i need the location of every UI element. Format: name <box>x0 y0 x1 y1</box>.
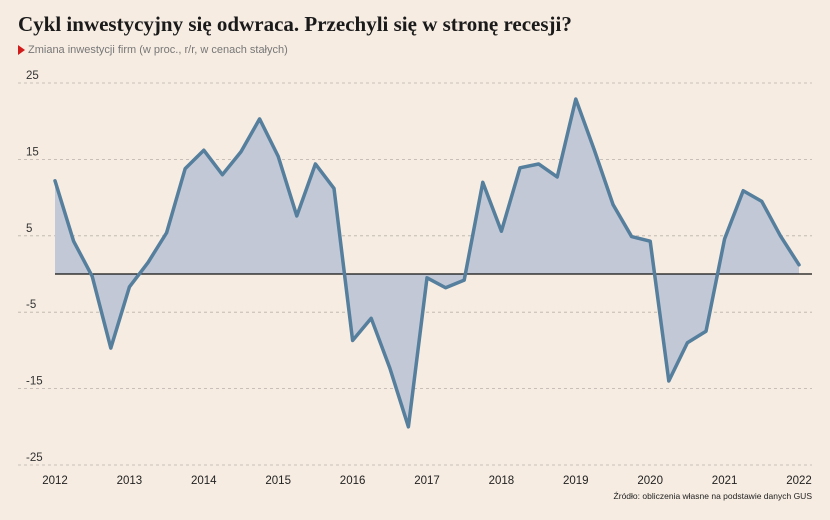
y-tick-label: -15 <box>26 376 43 388</box>
y-tick-label: -25 <box>26 452 43 464</box>
data-point <box>574 97 577 101</box>
y-tick-label: 25 <box>26 70 39 82</box>
data-point <box>797 263 801 267</box>
data-point <box>667 379 670 383</box>
data-point <box>146 261 150 264</box>
data-point <box>239 150 243 153</box>
data-point <box>630 235 633 238</box>
y-tick-label: 15 <box>26 146 39 158</box>
y-tick-label: 5 <box>26 223 32 235</box>
x-tick-label: 2013 <box>117 475 143 487</box>
data-point <box>295 214 298 218</box>
chart-subtitle: Zmiana inwestycji firm (w proc., r/r, w … <box>18 44 288 56</box>
data-point <box>128 285 131 289</box>
data-point <box>370 317 373 320</box>
data-point <box>611 203 615 206</box>
x-tick-label: 2014 <box>191 475 217 487</box>
data-point <box>91 275 94 278</box>
x-tick-label: 2012 <box>42 475 68 487</box>
data-point <box>165 231 168 234</box>
data-point <box>463 278 466 282</box>
data-point <box>760 200 763 203</box>
data-point <box>184 167 187 170</box>
data-point <box>425 276 429 280</box>
data-point <box>742 189 745 192</box>
x-tick-label: 2018 <box>489 475 515 487</box>
area-fill <box>55 99 799 427</box>
data-point <box>258 117 261 121</box>
data-point <box>444 286 447 289</box>
data-point <box>686 341 689 344</box>
y-tick-label: -5 <box>26 299 36 311</box>
data-point <box>277 155 280 158</box>
data-point <box>481 181 484 184</box>
red-triangle-icon <box>18 45 25 55</box>
data-point <box>500 230 503 233</box>
x-axis-labels: 2012 2013 2014 2015 2016 2017 2018 2019 2020 2021… <box>42 475 812 487</box>
data-point <box>593 149 596 152</box>
data-point <box>388 366 391 370</box>
data-point <box>72 239 75 243</box>
data-point <box>314 162 317 166</box>
x-tick-label: 2021 <box>712 475 738 487</box>
data-point <box>518 166 522 170</box>
data-point <box>221 173 224 176</box>
data-point <box>779 234 782 237</box>
x-tick-label: 2022 <box>786 475 812 487</box>
subtitle-text: Zmiana inwestycji firm (w proc., r/r, w … <box>28 44 288 56</box>
x-tick-label: 2020 <box>637 475 663 487</box>
data-point <box>407 425 410 428</box>
area-fill-shape <box>55 99 799 427</box>
data-points <box>53 97 801 428</box>
data-point <box>704 330 708 333</box>
data-point <box>649 239 652 243</box>
x-tick-label: 2016 <box>340 475 366 487</box>
data-point <box>332 187 336 190</box>
source-note: Źródło: obliczenia własne na podstawie d… <box>613 491 812 501</box>
x-tick-label: 2017 <box>414 475 440 487</box>
x-tick-label: 2019 <box>563 475 589 487</box>
data-point <box>202 149 205 152</box>
x-tick-label: 2015 <box>265 475 291 487</box>
y-axis-labels: 25 15 5 -5 -15 -25 <box>26 70 43 464</box>
data-point <box>53 179 57 182</box>
data-point <box>556 175 559 179</box>
chart-title: Cykl inwestycyjny się odwraca. Przechyli… <box>18 12 572 36</box>
data-point <box>537 162 540 166</box>
data-point <box>351 339 354 342</box>
data-point <box>723 237 726 241</box>
data-point <box>109 346 113 350</box>
